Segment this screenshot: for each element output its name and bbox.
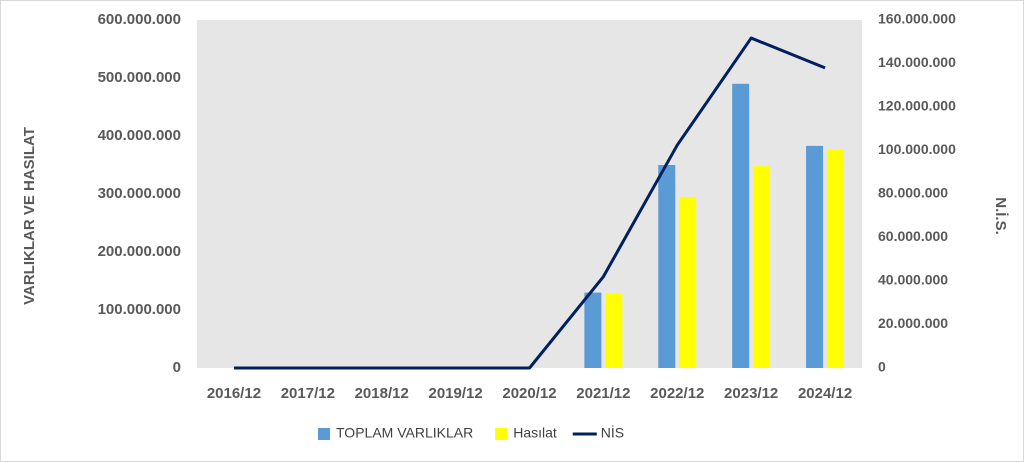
x-tick-label: 2017/12 [281, 385, 335, 402]
bar [658, 165, 676, 368]
bar [605, 293, 623, 368]
y-axis-title: VARLIKLAR VE HASILAT [21, 127, 38, 305]
legend-label: NİS [601, 424, 624, 441]
x-tick-label: 2024/12 [798, 385, 852, 402]
x-tick-label: 2022/12 [650, 385, 704, 402]
x-tick-label: 2020/12 [502, 385, 556, 402]
y-tick-label: 200.000.000 [98, 243, 181, 260]
bar [806, 145, 824, 368]
y-tick-label: 300.000.000 [98, 185, 181, 202]
y2-tick-label: 60.000.000 [878, 228, 948, 244]
legend-label: TOPLAM VARLIKLAR [336, 425, 473, 441]
y2-tick-label: 20.000.000 [878, 315, 948, 331]
line-series [233, 36, 826, 370]
x-tick-label: 2016/12 [207, 385, 261, 402]
bar [584, 292, 602, 368]
y-tick-label: 0 [173, 359, 181, 376]
y2-tick-label: 100.000.000 [878, 141, 956, 157]
y2-tick-label: 140.000.000 [878, 54, 956, 70]
y2-axis-title: N.İ.S. [992, 197, 1009, 235]
y-tick-label: 600.000.000 [98, 11, 181, 28]
y2-tick-label: 120.000.000 [878, 98, 956, 114]
y2-tick-label: 40.000.000 [878, 272, 948, 288]
legend-swatch [495, 428, 508, 440]
y2-tick-label: 80.000.000 [878, 185, 948, 201]
y-tick-label: 100.000.000 [98, 301, 181, 318]
y2-tick-label: 0 [878, 359, 886, 375]
legend-label: Hasılat [513, 425, 557, 441]
y2-tick-label: 160.000.000 [878, 11, 956, 27]
x-tick-label: 2021/12 [576, 385, 630, 402]
bar [753, 166, 771, 368]
bar [827, 149, 845, 368]
x-tick-label: 2018/12 [355, 385, 409, 402]
bar [679, 196, 697, 368]
x-tick-label: 2023/12 [724, 385, 778, 402]
bar [732, 83, 750, 369]
y-tick-label: 500.000.000 [98, 69, 181, 86]
x-tick-label: 2019/12 [428, 385, 482, 402]
legend-swatch [318, 428, 330, 440]
plot-area [197, 20, 862, 368]
y-tick-label: 400.000.000 [98, 127, 181, 144]
